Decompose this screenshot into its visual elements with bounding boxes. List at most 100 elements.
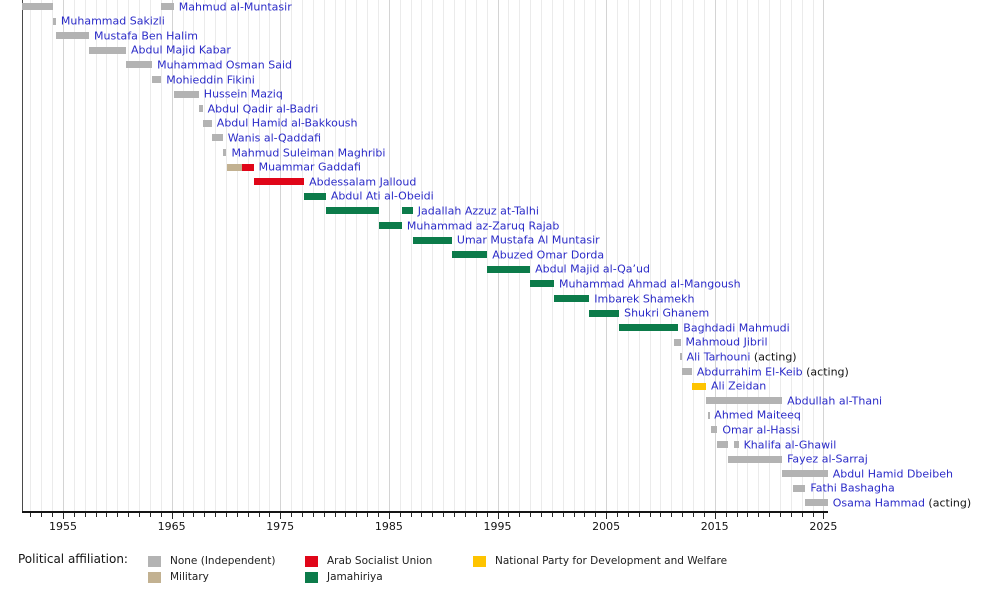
person-label[interactable]: Umar Mustafa Al Muntasir [457,234,600,247]
person-label[interactable]: Osama Hammad (acting) [833,496,971,509]
gridline-year [149,0,151,511]
person-label[interactable]: Mahmud Suleiman Maghribi [232,146,386,159]
person-label[interactable]: Fathi Bashagha [810,482,894,495]
axis-tick-minor [812,513,814,517]
person-name[interactable]: Muammar Gaddafi [258,160,361,174]
gridline-year [106,0,108,511]
person-label[interactable]: Mahmoud Jibril [686,336,768,349]
person-name[interactable]: Muhammad Osman Said [157,58,292,72]
person-label[interactable]: Abdul Hamid al-Bakkoush [217,117,358,130]
term-bar [222,149,227,156]
axis-tick-label: 1975 [266,520,295,533]
person-name[interactable]: Abdul Majid Kabar [131,43,231,57]
axis-tick-minor [204,513,206,517]
person-name[interactable]: Fayez al-Sarraj [787,452,868,466]
person-name[interactable]: Abdullah al-Thani [787,394,883,408]
gridline-year [399,0,401,511]
legend-label-jamahiriya: Jamahiriya [327,571,383,583]
axis-tick-major [497,513,499,519]
person-label[interactable]: Muhammad Sakizli [61,15,165,28]
axis-tick-minor [41,513,43,517]
axis-tick-minor [291,513,293,517]
person-label[interactable]: Mohieddin Fikini [166,73,255,86]
person-label[interactable]: Wanis al-Qaddafi [228,131,321,144]
axis-tick-minor [225,513,227,517]
person-name[interactable]: Muhammad Sakizli [60,14,165,28]
axis-tick-major [63,513,64,519]
person-label[interactable]: Khalifa al-Ghawil [744,438,837,451]
person-name[interactable]: Abdessalam Jalloud [309,175,417,189]
person-label[interactable]: Mustafa Ben Halim [94,29,198,42]
person-label[interactable]: Fayez al-Sarraj [787,453,868,466]
person-name[interactable]: Mahmoud Jibril [685,335,768,349]
legend-label-npdw: National Party for Development and Welfa… [495,555,728,567]
person-name[interactable]: Mohieddin Fikini [166,73,255,86]
person-name[interactable]: Wanis al-Qaddafi [227,131,322,145]
person-label[interactable]: Hussein Maziq [204,88,283,101]
person-label[interactable]: Ali Tarhouni (acting) [687,350,797,363]
person-label[interactable]: Omar al-Hassi [722,423,799,436]
person-name[interactable]: Mustafa Ben Halim [94,29,198,43]
person-label[interactable]: Abdul Ati al-Obeidi [331,190,434,203]
person-label[interactable]: Muhammad Ahmad al-Mangoush [559,277,741,290]
person-name[interactable]: Jadallah Azzuz at-Talhi [417,204,539,218]
person-name[interactable]: Abdul Majid al-Qaʼud [535,262,650,276]
person-name[interactable]: Osama Hammad [832,496,925,510]
legend-swatch-jamahiriya [305,572,318,583]
person-name[interactable]: Imbarek Shamekh [594,292,695,305]
person-label[interactable]: Baghdadi Mahmudi [683,321,789,334]
gridline-year [334,0,336,511]
person-name[interactable]: Ahmed Maiteeq [714,408,801,422]
person-label[interactable]: Abdul Majid al-Qaʼud [535,263,650,276]
person-label[interactable]: Ali Zeidan [711,380,766,393]
person-name[interactable]: Mahmud al-Muntasir [178,0,292,13]
person-label[interactable]: Muhammad az-Zaruq Rajab [407,219,559,232]
term-bar [198,105,203,113]
person-name[interactable]: Shukri Ghanem [624,306,710,320]
person-label[interactable]: Imbarek Shamekh [594,292,694,305]
person-label[interactable]: Shukri Ghanem [624,307,709,320]
gridline-year [236,0,238,511]
person-name[interactable]: Hussein Maziq [203,87,283,101]
person-label[interactable]: Abdul Hamid Dbeibeh [833,467,953,480]
axis-tick-label: 1995 [483,520,512,533]
person-name[interactable]: Abdul Hamid al-Bakkoush [216,116,358,130]
person-name[interactable]: Fathi Bashagha [810,481,895,495]
person-name[interactable]: Abdul Ati al-Obeidi [330,189,434,203]
person-label[interactable]: Abdurrahim El-Keib (acting) [697,365,849,378]
term-bar [554,295,590,302]
person-label[interactable]: Jadallah Azzuz at-Talhi [418,204,539,217]
gridline-year [627,0,629,511]
person-name[interactable]: Abdul Hamid Dbeibeh [832,467,953,481]
person-label[interactable]: Muhammad Osman Said [157,58,292,71]
term-bar [487,265,531,273]
person-label[interactable]: Abdul Majid Kabar [131,44,231,57]
gridline-year [41,0,43,511]
person-name[interactable]: Ali Zeidan [711,379,767,393]
axis-tick-minor [747,513,749,517]
person-name[interactable]: Baghdadi Mahmudi [683,321,790,335]
person-name[interactable]: Abuzed Omar Dorda [492,248,605,262]
person-label[interactable]: Abdessalam Jalloud [309,175,416,188]
person-name[interactable]: Omar al-Hassi [722,423,800,437]
person-name[interactable]: Umar Mustafa Al Muntasir [456,233,600,247]
axis-tick-minor [149,513,151,517]
person-label[interactable]: Abdul Qadir al-Badri [208,102,319,115]
person-name[interactable]: Mahmud Suleiman Maghribi [231,146,386,159]
gridline-year [73,0,75,511]
axis-tick-minor [801,513,803,517]
person-label[interactable]: Ahmed Maiteeq [714,409,801,422]
gridline-year [345,0,347,511]
person-label[interactable]: Mahmud al-Muntasir [179,0,292,13]
person-name[interactable]: Ali Tarhouni [686,350,751,364]
person-label[interactable]: Abuzed Omar Dorda [492,248,604,261]
person-name[interactable]: Muhammad Ahmad al-Mangoush [559,277,741,291]
person-label[interactable]: Abdullah al-Thani [787,394,882,407]
person-name[interactable]: Abdul Qadir al-Badri [207,102,319,116]
person-name[interactable]: Muhammad az-Zaruq Rajab [406,219,560,232]
person-label[interactable]: Muammar Gaddafi [259,161,361,174]
person-name[interactable]: Abdurrahim El-Keib [696,365,803,378]
person-name[interactable]: Khalifa al-Ghawil [743,438,837,451]
axis-tick-minor [258,513,260,517]
